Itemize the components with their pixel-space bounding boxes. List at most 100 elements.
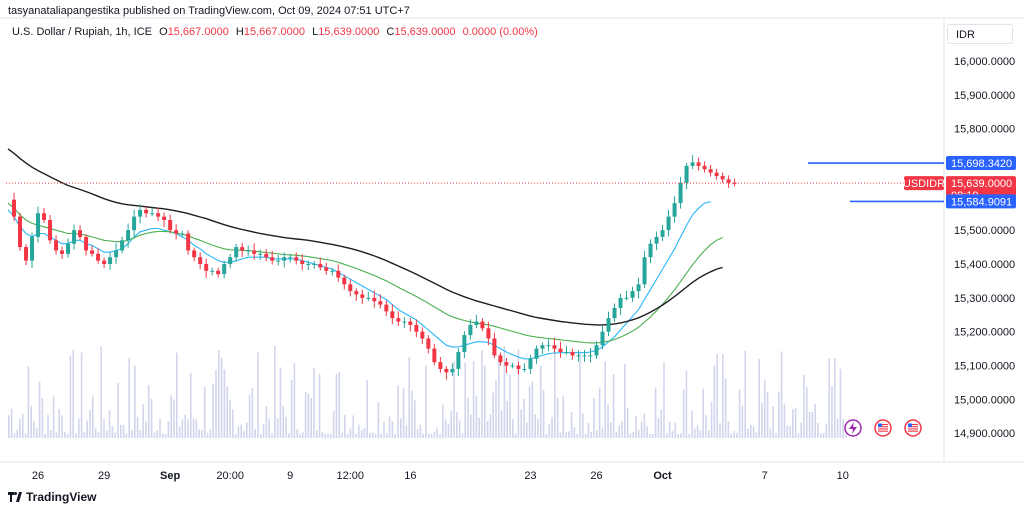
volume-bar xyxy=(72,349,74,438)
low-value: 15,639.0000 xyxy=(318,26,380,38)
volume-bar xyxy=(559,432,562,438)
candle-body xyxy=(102,260,107,264)
volume-bar xyxy=(332,411,335,438)
volume-bar xyxy=(16,429,18,438)
volume-bar xyxy=(822,432,825,438)
time-axis[interactable]: 26 29 Sep 20:00 9 12:00 16 23 26 Oct 7 10 xyxy=(32,470,849,482)
volume-bar xyxy=(842,419,844,438)
volume-bar xyxy=(621,420,623,438)
tag-low-text: 15,584.9091 xyxy=(951,196,1012,208)
volume-bar xyxy=(24,433,27,438)
volume-bar xyxy=(458,420,461,438)
candle-body xyxy=(360,294,365,298)
volume-bar xyxy=(198,429,200,438)
volume-bar xyxy=(307,393,310,438)
candle-body xyxy=(684,165,689,183)
currency-button[interactable]: IDR xyxy=(947,24,1013,44)
volume-bar xyxy=(380,433,382,438)
volume-bar xyxy=(834,358,836,438)
candle-body xyxy=(174,230,179,234)
candle-body xyxy=(126,230,131,241)
volume-bar xyxy=(52,396,55,438)
tag-symbol: USDIDR xyxy=(903,176,945,191)
volume-bar xyxy=(584,433,587,438)
x-tick-label: 26 xyxy=(590,470,602,482)
volume-bar xyxy=(820,433,822,438)
candle-body xyxy=(732,182,737,184)
volume-bar xyxy=(139,430,142,438)
tradingview-footer[interactable]: TradingView xyxy=(8,490,96,504)
tradingview-logo-icon xyxy=(8,492,22,502)
volume-bar xyxy=(134,365,136,438)
candle-body xyxy=(84,236,89,251)
volume-bar xyxy=(660,409,662,438)
volume-bar xyxy=(598,387,601,438)
volume-bar xyxy=(685,370,688,438)
candle-body xyxy=(288,257,293,259)
volume-bar xyxy=(537,418,539,438)
volume-bar xyxy=(330,433,332,438)
candle-body xyxy=(546,345,551,347)
flag-stripe xyxy=(878,426,888,428)
volume-bar xyxy=(145,421,147,438)
candle-body xyxy=(540,345,545,349)
volume-bar xyxy=(148,384,150,438)
volume-bar xyxy=(260,433,262,438)
volume-bar xyxy=(400,418,402,438)
event-icons[interactable] xyxy=(844,419,922,437)
volume-bar xyxy=(162,433,164,438)
candle-body xyxy=(642,257,647,285)
x-tick-label: Sep xyxy=(160,470,180,482)
candle-body xyxy=(120,240,125,251)
volume-bar xyxy=(402,387,405,438)
candle-body xyxy=(510,365,515,367)
volume-bar xyxy=(100,346,102,438)
volume-bar xyxy=(601,427,604,438)
volume-bar xyxy=(456,411,458,438)
volume-bar xyxy=(391,421,394,438)
volume-bar xyxy=(610,422,612,438)
candle-body xyxy=(468,324,473,336)
volume-bar xyxy=(212,383,214,438)
volume-bar xyxy=(626,408,629,438)
volume-bar xyxy=(758,359,760,438)
candle-body xyxy=(402,321,407,323)
volume-bar xyxy=(66,433,69,438)
volume-bar xyxy=(629,433,632,438)
candle-body xyxy=(306,264,311,265)
candle-body xyxy=(390,311,395,319)
volume-bar xyxy=(719,423,721,438)
tag-symbol-text: USDIDR xyxy=(903,178,945,190)
volume-bar xyxy=(136,416,139,438)
volume-bar xyxy=(181,419,184,438)
candle-body xyxy=(222,264,227,275)
symbol-legend[interactable]: U.S. Dollar / Rupiah, 1h, ICE O15,667.00… xyxy=(12,26,538,38)
volume-bar xyxy=(506,400,508,438)
candle-body xyxy=(366,297,371,299)
candle-body xyxy=(150,213,155,215)
price-axis[interactable]: 16,000.000015,900.000015,800.000015,700.… xyxy=(954,56,1015,440)
flag-stripe xyxy=(908,430,918,432)
volume-bar xyxy=(652,433,654,438)
volume-bar xyxy=(131,430,133,438)
candle-body xyxy=(660,230,665,237)
volume-bar xyxy=(304,392,307,438)
volume-bar xyxy=(523,398,525,438)
candle-body xyxy=(420,331,425,339)
volume-bar xyxy=(671,430,674,438)
us-flag-event-icon xyxy=(874,419,892,437)
volume-bar xyxy=(299,433,301,438)
footer-brand: TradingView xyxy=(26,490,97,504)
volume-bar xyxy=(814,403,816,438)
candle-body xyxy=(198,257,203,264)
volume-bar xyxy=(265,406,268,438)
low-label: L xyxy=(312,26,319,38)
candle-body xyxy=(318,264,323,268)
volume-bar xyxy=(573,426,576,438)
volume-bar xyxy=(534,414,536,438)
volume-bar xyxy=(285,416,287,438)
volume-bar xyxy=(374,433,377,438)
volume-bar xyxy=(352,415,354,438)
flag-circle xyxy=(904,419,922,437)
